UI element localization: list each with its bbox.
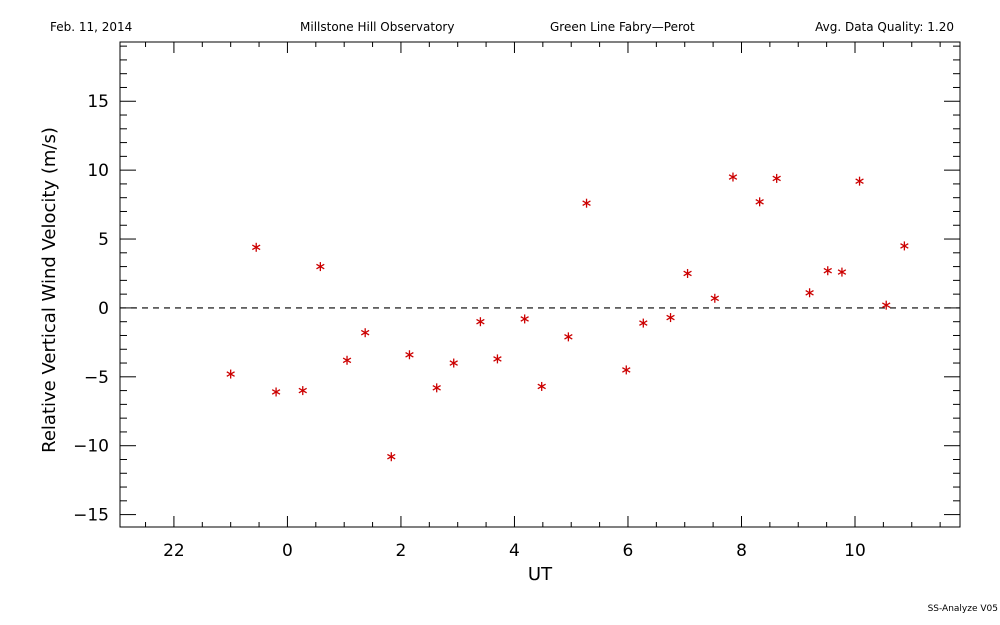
- data-point: [387, 452, 396, 462]
- data-point: [855, 176, 864, 186]
- data-point: [823, 266, 832, 276]
- axis-ticks: [120, 42, 960, 527]
- data-point: [728, 172, 738, 182]
- header-quality: Avg. Data Quality: 1.20: [815, 20, 954, 34]
- y-tick-label: −10: [73, 437, 109, 457]
- data-point: [881, 300, 891, 310]
- data-point: [298, 386, 307, 396]
- data-point: [251, 242, 261, 252]
- y-tick-label: 10: [87, 161, 109, 181]
- data-point: [520, 314, 529, 324]
- y-axis-title: Relative Vertical Wind Velocity (m/s): [39, 127, 60, 453]
- x-tick-label: 8: [736, 541, 747, 561]
- plot-frame: [119, 41, 961, 528]
- data-point: [271, 387, 281, 397]
- y-tick-label: −15: [73, 506, 109, 526]
- header-instrument: Green Line Fabry—Perot: [550, 20, 695, 34]
- data-point: [405, 350, 414, 360]
- x-tick-label: 10: [844, 541, 866, 561]
- data-point: [755, 197, 764, 207]
- y-tick-label: 5: [98, 230, 109, 250]
- data-point: [683, 268, 692, 278]
- y-tick-label: 15: [87, 92, 109, 112]
- data-point: [360, 328, 370, 338]
- data-point: [564, 332, 573, 342]
- x-tick-label: 2: [396, 541, 407, 561]
- tick-labels: 22 0 2 4 6 8 10 15 10 5 0 −5 −10 −15: [73, 92, 866, 561]
- data-point: [449, 358, 458, 368]
- data-point: [537, 381, 546, 391]
- header-observatory: Millstone Hill Observatory: [300, 20, 454, 34]
- x-tick-label: 22: [163, 541, 185, 561]
- data-point: [900, 241, 909, 251]
- data-point: [342, 355, 352, 365]
- data-point: [622, 365, 631, 375]
- data-points: [226, 172, 909, 462]
- data-point: [226, 369, 235, 379]
- data-point: [772, 173, 781, 183]
- data-point: [666, 313, 675, 323]
- software-version: SS-Analyze V05: [928, 604, 998, 614]
- y-tick-label: −5: [84, 368, 109, 388]
- data-point: [493, 354, 502, 364]
- data-point: [316, 262, 325, 272]
- data-point: [582, 198, 591, 208]
- x-tick-label: 4: [509, 541, 520, 561]
- x-axis-title: UT: [528, 564, 553, 585]
- header-date: Feb. 11, 2014: [50, 20, 132, 34]
- data-point: [710, 293, 720, 303]
- data-point: [432, 383, 441, 393]
- data-point: [805, 288, 814, 298]
- data-point: [639, 318, 648, 328]
- data-point: [837, 267, 847, 277]
- data-point: [476, 317, 485, 327]
- x-tick-label: 6: [623, 541, 634, 561]
- x-tick-label: 0: [282, 541, 293, 561]
- y-tick-label: 0: [98, 299, 109, 319]
